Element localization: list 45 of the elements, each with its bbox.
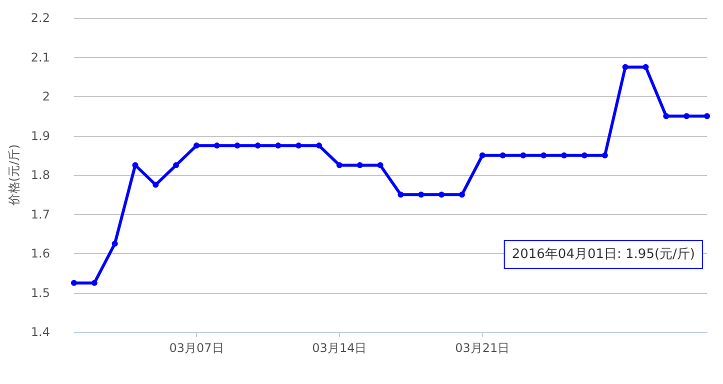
y-axis-title: 价格(元/斤) (7, 144, 21, 207)
point (398, 192, 404, 198)
point (152, 182, 159, 188)
x-tick-label: 03月14日 (312, 341, 367, 355)
point (275, 142, 282, 149)
point (438, 192, 445, 198)
point (214, 142, 220, 149)
point (561, 152, 568, 158)
annotation: 2016年04月01日: 1.95(元/斤) (512, 247, 696, 262)
point (458, 192, 465, 198)
point (336, 162, 342, 168)
y-tick-label: 1.5 (30, 286, 50, 300)
point (296, 142, 302, 149)
point (602, 152, 608, 158)
point (356, 162, 363, 168)
x-tick-label: 03月21日 (455, 341, 510, 355)
point (663, 113, 670, 120)
point (581, 152, 588, 158)
x-tick-label: 03月07日 (169, 341, 224, 355)
point (684, 113, 690, 120)
y-tick-label: 1.6 (30, 246, 50, 260)
point (112, 240, 118, 247)
point (500, 152, 506, 158)
point (173, 162, 180, 168)
point (418, 192, 424, 198)
y-tick-label: 1.9 (30, 128, 50, 143)
y-tick-label: 2.2 (30, 11, 50, 25)
point (479, 152, 486, 158)
point (70, 280, 77, 286)
point (377, 162, 384, 168)
y-tick-label: 1.4 (30, 325, 50, 339)
y-tick-label: 2 (42, 90, 50, 104)
point (254, 142, 261, 149)
point (704, 113, 710, 120)
point (194, 142, 200, 149)
point (234, 142, 240, 149)
point (622, 64, 628, 70)
point (540, 152, 547, 158)
point (642, 64, 649, 70)
y-tick-label: 2.1 (30, 50, 50, 64)
point (91, 280, 98, 286)
point (520, 152, 526, 158)
y-tick-label: 1.7 (30, 207, 50, 222)
point (316, 142, 322, 149)
y-tick-label: 1.8 (30, 168, 50, 182)
